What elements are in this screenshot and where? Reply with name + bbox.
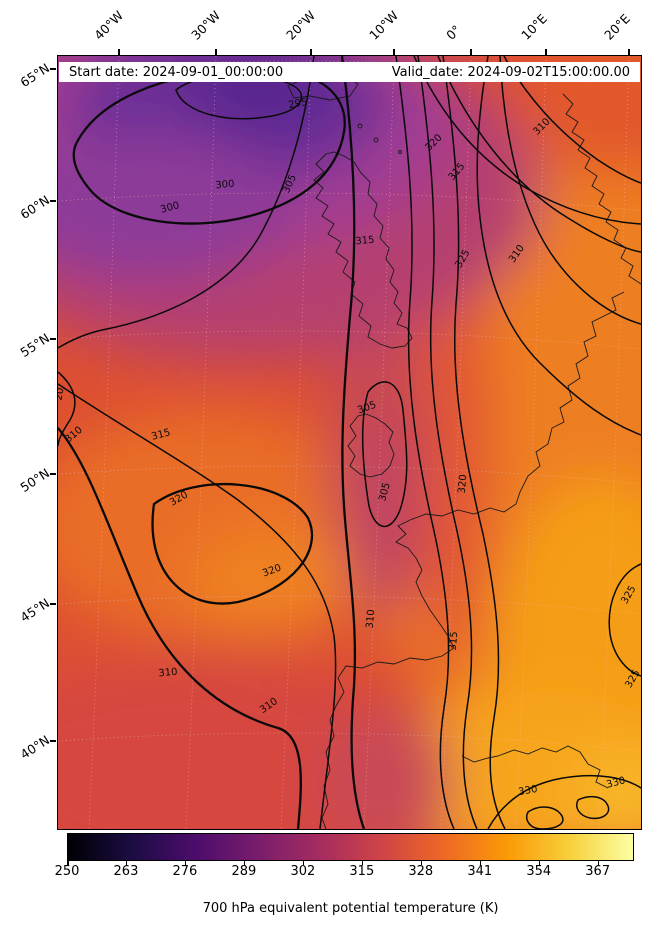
longitude-tick-label: 20°W: [283, 7, 319, 43]
coastline-biscay-iberia: [321, 519, 455, 829]
contour-lines: [58, 56, 641, 829]
colorbar-gradient: [67, 833, 634, 861]
contour-line-320: [58, 371, 76, 447]
map-frame: 295 300 300 305 315 320 315 310 310 325 305 305 310 3…: [57, 55, 642, 830]
island-icon: [373, 137, 379, 143]
contour-line-315: [437, 56, 641, 253]
colorbar-tick-label: 315: [349, 864, 375, 879]
coastlines: [287, 75, 641, 829]
island-icon: [398, 150, 402, 154]
contour-line-325: [476, 56, 641, 436]
longitude-tick-label: 10°W: [366, 7, 402, 43]
contour-line-325: [608, 563, 641, 677]
colorbar-tick: [420, 861, 423, 865]
colorbar-tick-label: 289: [231, 864, 257, 879]
colorbar-tick: [243, 861, 246, 865]
longitude-tick-label: 10°E: [518, 10, 551, 43]
contour-line-310: [58, 427, 302, 829]
colorbar-tick: [361, 861, 364, 865]
colorbar-tick: [125, 861, 128, 865]
colorbar-tick: [538, 861, 541, 865]
latitude-tick: [50, 603, 56, 605]
latitude-tick-label: 50°N: [17, 465, 53, 495]
valid-date-label: Valid_date: 2024-09-02T15:00:00.00: [391, 64, 630, 80]
latitude-tick-label: 45°N: [17, 595, 53, 625]
coastline-channel-northsea: [409, 291, 625, 521]
latitude-tick-label: 65°N: [17, 60, 53, 90]
latitude-tick: [50, 740, 56, 742]
contour-line-305: [361, 381, 408, 528]
colorbar-tick-label: 367: [585, 864, 611, 879]
colorbar-tick-label: 354: [526, 864, 552, 879]
longitude-tick-label: 30°W: [188, 7, 224, 43]
contour-line-310: [340, 56, 366, 829]
contour-line-310: [503, 56, 641, 184]
colorbar-tick: [302, 861, 305, 865]
contour-line-320: [413, 56, 641, 225]
contour-line-335: [576, 795, 610, 820]
colorbar-tick-label: 250: [54, 864, 80, 879]
colorbar-tick: [597, 861, 600, 865]
colorbar-tick-label: 263: [113, 864, 139, 879]
contour-line-310: [395, 56, 455, 829]
colorbar-title: 700 hPa equivalent potential temperature…: [202, 901, 499, 916]
contour-line-310: [499, 56, 641, 325]
latitude-tick: [50, 200, 56, 202]
contour-line-305: [58, 56, 315, 349]
latitude-tick-label: 40°N: [17, 732, 53, 762]
latitude-tick: [50, 473, 56, 475]
coastline-great-britain: [313, 151, 413, 349]
colorbar-tick: [67, 861, 69, 865]
colorbar-tick: [184, 861, 187, 865]
latitude-tick-label: 55°N: [17, 330, 53, 360]
coastline-ireland: [347, 413, 395, 478]
contour-line-315: [58, 383, 337, 829]
latitude-tick-label: 60°N: [17, 192, 53, 222]
coastline-norway: [562, 93, 641, 285]
colorbar-tick-label: 276: [172, 864, 198, 879]
contour-line-315: [417, 56, 478, 829]
latitude-tick: [50, 68, 56, 70]
colorbar-tick-label: 328: [408, 864, 434, 879]
start-date-label: Start date: 2024-09-01_00:00:00: [69, 64, 284, 80]
contour-line-335: [526, 806, 564, 829]
contour-line-330: [487, 774, 641, 829]
date-banner: Start date: 2024-09-01_00:00:00 Valid_da…: [59, 62, 640, 82]
latitude-tick: [50, 338, 56, 340]
longitude-tick-label: 40°W: [91, 7, 127, 43]
map-canvas: [58, 56, 641, 829]
colorbar-tick-label: 341: [467, 864, 493, 879]
island-icon: [357, 123, 363, 129]
longitude-tick-label: 0°: [443, 22, 464, 43]
longitude-tick-label: 20°E: [601, 10, 634, 43]
field-blobs: [58, 56, 641, 829]
colorbar-tick-label: 302: [290, 864, 316, 879]
colorbar-tick: [479, 861, 482, 865]
contour-line-320: [442, 56, 506, 829]
contour-line-320: [151, 482, 314, 605]
